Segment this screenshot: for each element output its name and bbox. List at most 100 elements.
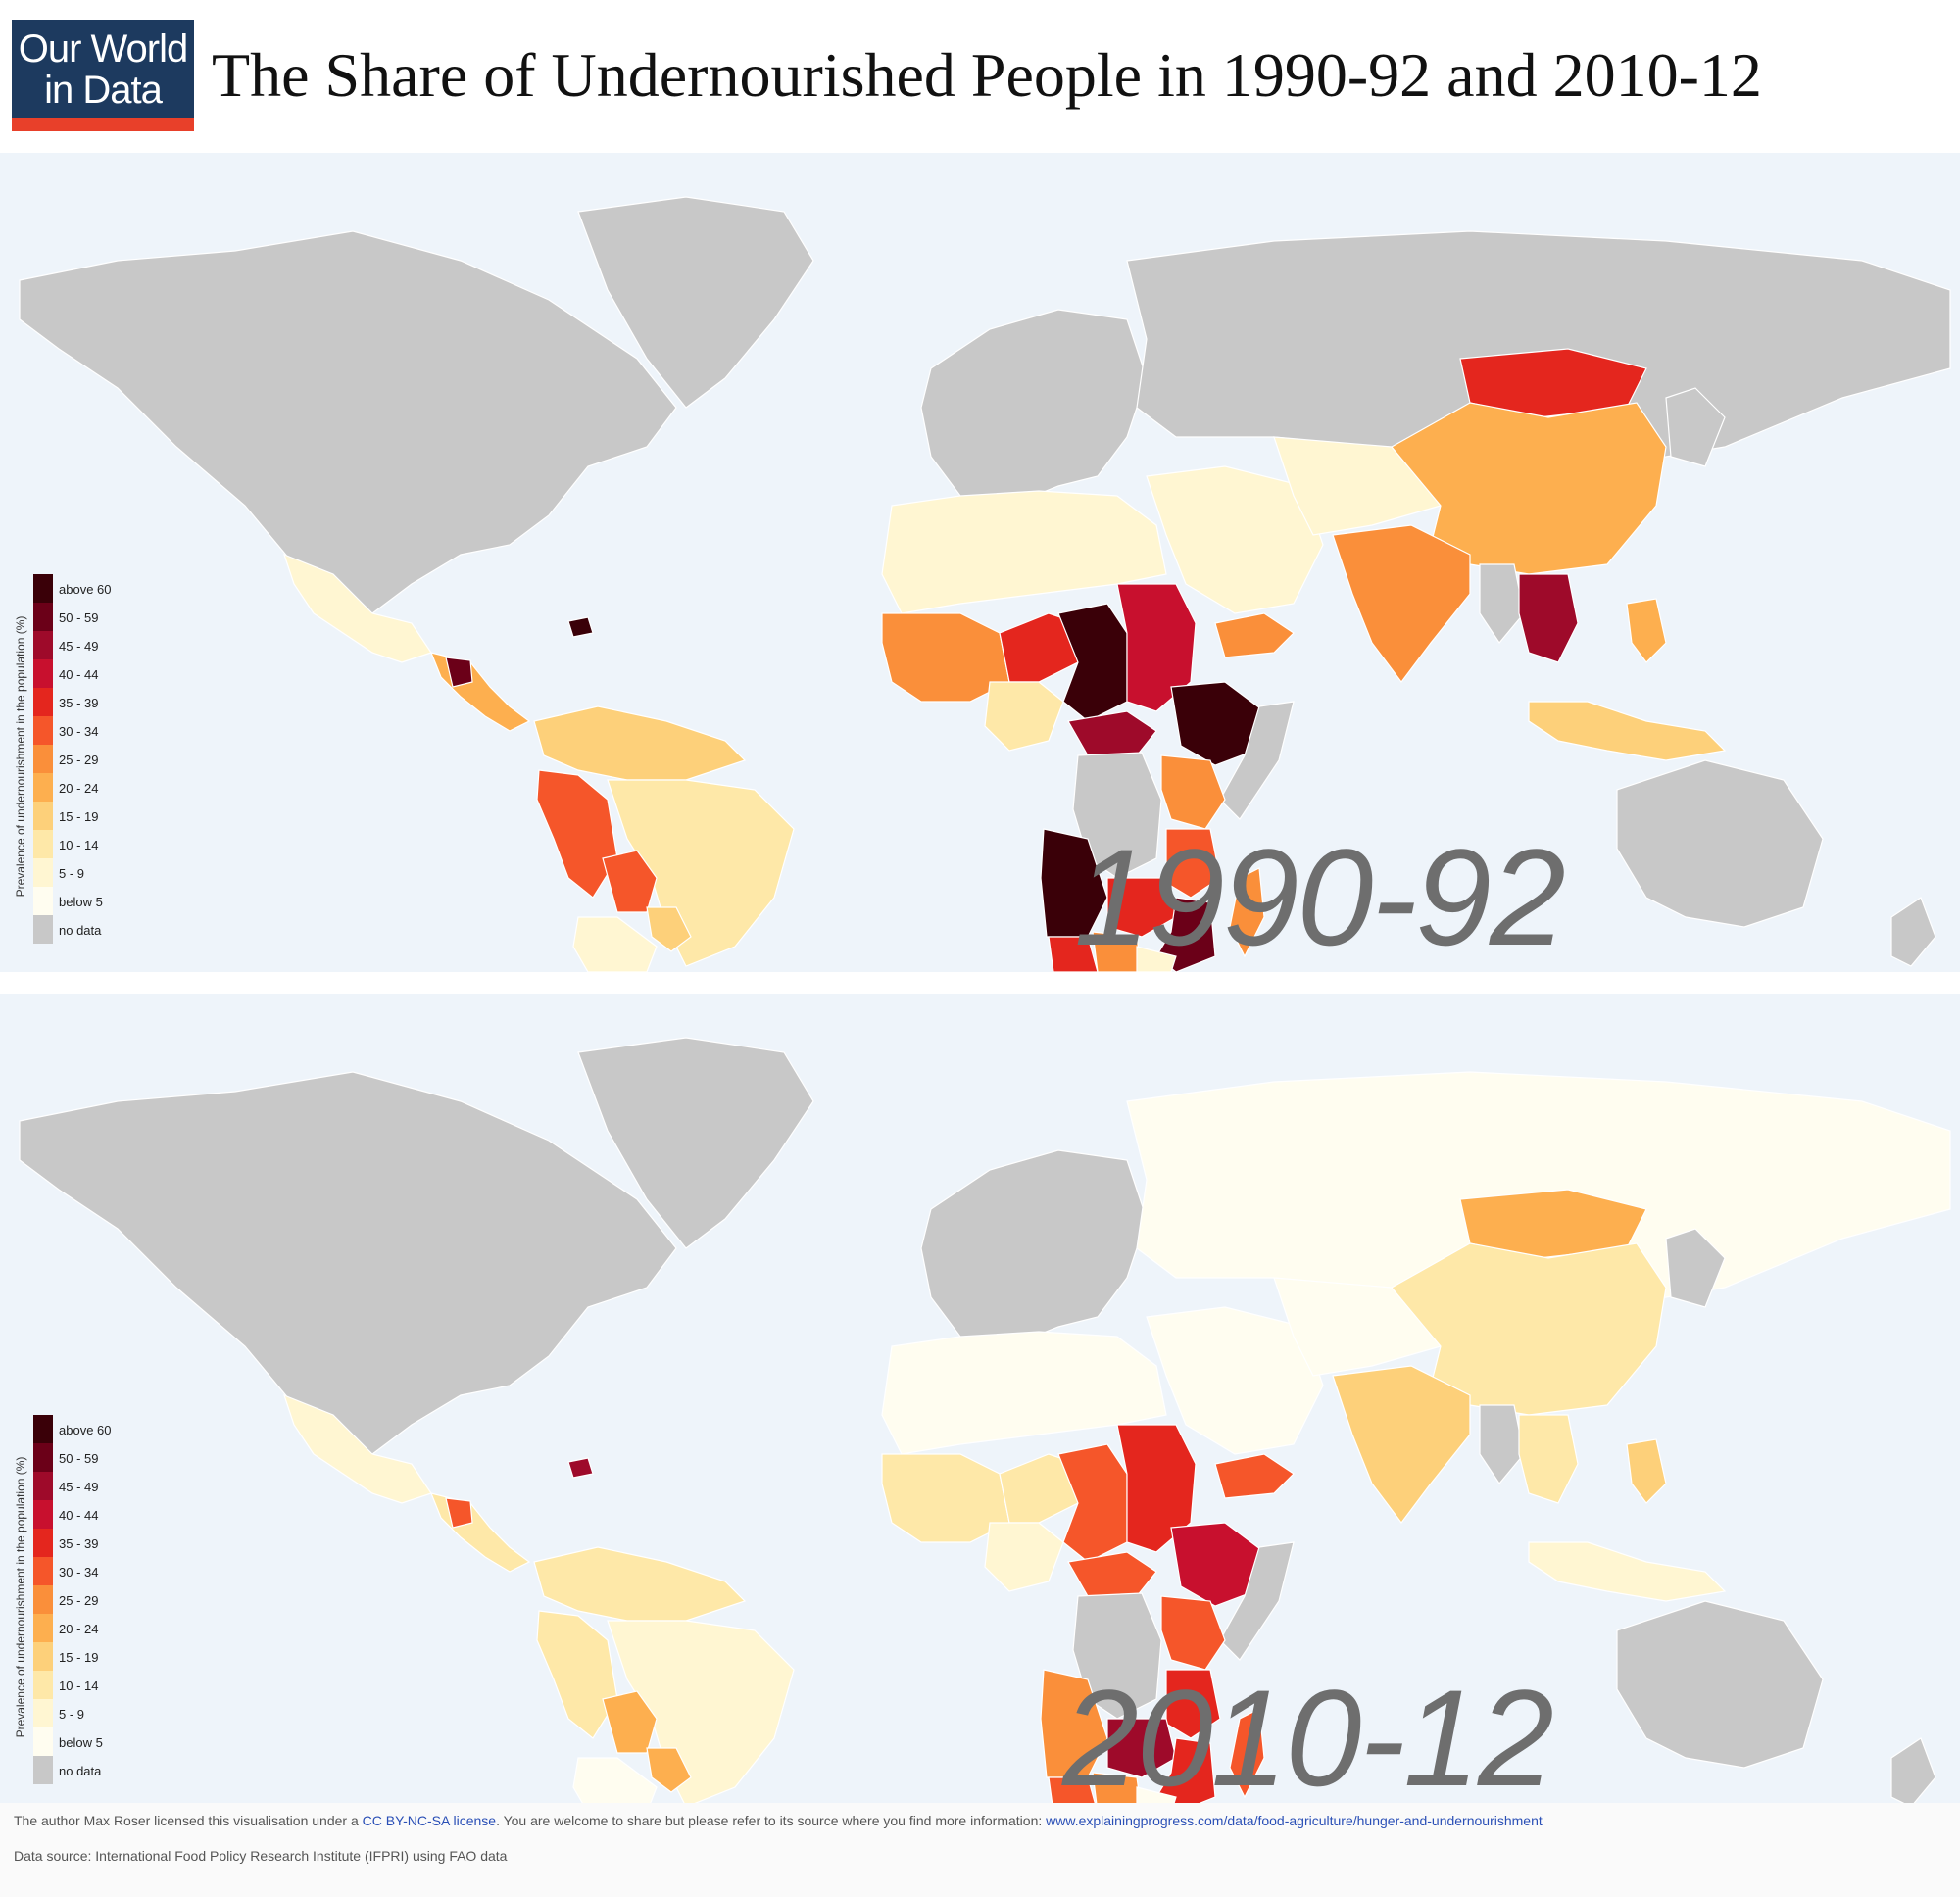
region-greenland: [577, 1037, 814, 1249]
region-botswana: [1092, 931, 1143, 972]
legend-label: 40 - 44: [59, 1508, 99, 1523]
legend-swatch: [33, 745, 53, 773]
legend-swatch: [33, 1472, 53, 1500]
region-car: [1067, 710, 1157, 756]
region-indonesia: [1528, 701, 1727, 761]
credit-text-middle: . You are welcome to share but please re…: [496, 1813, 1047, 1828]
legend-swatch: [33, 1585, 53, 1614]
legend-label: no data: [59, 1764, 102, 1778]
legend-label: 45 - 49: [59, 639, 99, 654]
legend-item: 50 - 59: [33, 1443, 171, 1472]
legend-label: 45 - 49: [59, 1480, 99, 1494]
region-madagascar: [1229, 1708, 1265, 1799]
region-japan-korea: [1665, 1228, 1726, 1308]
legend-label: 10 - 14: [59, 1678, 99, 1693]
page-title: The Share of Undernourished People in 19…: [212, 40, 1762, 110]
legend-item: 15 - 19: [33, 802, 171, 830]
legend-label: 50 - 59: [59, 610, 99, 625]
region-paraguay: [646, 906, 692, 952]
legend-item: above 60: [33, 1415, 171, 1443]
region-somalia: [1219, 1541, 1295, 1661]
region-nigeria: [984, 681, 1064, 752]
region-north-africa: [881, 1331, 1167, 1455]
license-link[interactable]: CC BY-NC-SA license: [362, 1813, 497, 1828]
region-middle-east: [1146, 1306, 1324, 1455]
legend-item: 50 - 59: [33, 603, 171, 631]
world-map-2010-12: [19, 1037, 1951, 1813]
region-nz: [1890, 1737, 1936, 1808]
legend-swatch: [33, 574, 53, 603]
region-australia: [1616, 759, 1824, 928]
legend-item: 45 - 49: [33, 1472, 171, 1500]
legend-item: 10 - 14: [33, 1671, 171, 1699]
legend-label: 20 - 24: [59, 1622, 99, 1636]
region-peru: [536, 1610, 618, 1739]
legend-swatch: [33, 773, 53, 802]
legend-label: 20 - 24: [59, 781, 99, 796]
legend-swatch: [33, 1756, 53, 1784]
region-chad: [1057, 1443, 1128, 1563]
region-madagascar: [1229, 867, 1265, 958]
legend-item: 5 - 9: [33, 1699, 171, 1727]
legend-item: below 5: [33, 1727, 171, 1756]
legend-swatch: [33, 1557, 53, 1585]
legend-item: 45 - 49: [33, 631, 171, 659]
logo-text-line1: Our World: [18, 27, 189, 71]
region-zambia: [1106, 1718, 1177, 1778]
legend-label: above 60: [59, 582, 112, 597]
legend-title: Prevalence of undernourishment in the po…: [14, 1456, 27, 1738]
region-south-america-north: [533, 1546, 747, 1622]
region-mexico: [283, 1393, 432, 1504]
region-south-africa: [1136, 946, 1177, 972]
region-south-america-north: [533, 705, 747, 781]
region-europe: [920, 309, 1148, 507]
legend-swatch: [33, 1671, 53, 1699]
legend-item: below 5: [33, 887, 171, 915]
legend-swatch: [33, 915, 53, 944]
legend-label: 35 - 39: [59, 1536, 99, 1551]
region-sahel-west: [881, 1453, 1010, 1543]
region-yemen: [1214, 1453, 1295, 1499]
legend-label: 5 - 9: [59, 866, 85, 881]
legend-item: no data: [33, 1756, 171, 1784]
world-map-1990-92: [19, 196, 1951, 972]
region-mexico: [283, 553, 432, 663]
source-link[interactable]: www.explainingprogress.com/data/food-agr…: [1046, 1813, 1543, 1828]
legend-item: 30 - 34: [33, 716, 171, 745]
logo-text-line2: in Data: [44, 69, 163, 112]
region-central-america: [430, 1492, 531, 1573]
legend-item: 20 - 24: [33, 773, 171, 802]
header: Our World in Data The Share of Undernour…: [0, 0, 1960, 147]
legend-label: 5 - 9: [59, 1707, 85, 1722]
region-middle-east: [1146, 465, 1324, 614]
legend-label: 50 - 59: [59, 1451, 99, 1466]
region-europe: [920, 1149, 1148, 1347]
legend-label: below 5: [59, 895, 103, 909]
region-indonesia: [1528, 1541, 1727, 1602]
region-india: [1332, 1365, 1471, 1524]
legend-item: 25 - 29: [33, 1585, 171, 1614]
legend-label: 40 - 44: [59, 667, 99, 682]
region-russia: [1126, 1071, 1951, 1308]
region-bolivia: [602, 1690, 658, 1754]
legend-swatch: [33, 1614, 53, 1642]
legend-swatch: [33, 1727, 53, 1756]
region-sahel-west: [881, 612, 1010, 703]
region-philippines: [1626, 1438, 1667, 1504]
legend-item: no data: [33, 915, 171, 944]
year-label: 2010-12: [1062, 1661, 1554, 1815]
legend-items: above 60 50 - 59 45 - 49 40 - 44 35 - 39 30 -…: [33, 1415, 171, 1784]
region-drc: [1072, 752, 1162, 879]
region-russia: [1126, 230, 1951, 467]
region-paraguay: [646, 1747, 692, 1793]
legend-items: above 60 50 - 59 45 - 49 40 - 44 35 - 39 30 -…: [33, 574, 171, 944]
legend-swatch: [33, 1500, 53, 1529]
region-india: [1332, 524, 1471, 683]
region-tanzania: [1165, 828, 1221, 899]
region-nz: [1890, 897, 1936, 967]
legend-swatch: [33, 659, 53, 688]
legend-label: 15 - 19: [59, 809, 99, 824]
legend-swatch: [33, 1699, 53, 1727]
our-world-in-data-logo[interactable]: Our World in Data: [12, 20, 194, 131]
legend-label: 25 - 29: [59, 1593, 99, 1608]
